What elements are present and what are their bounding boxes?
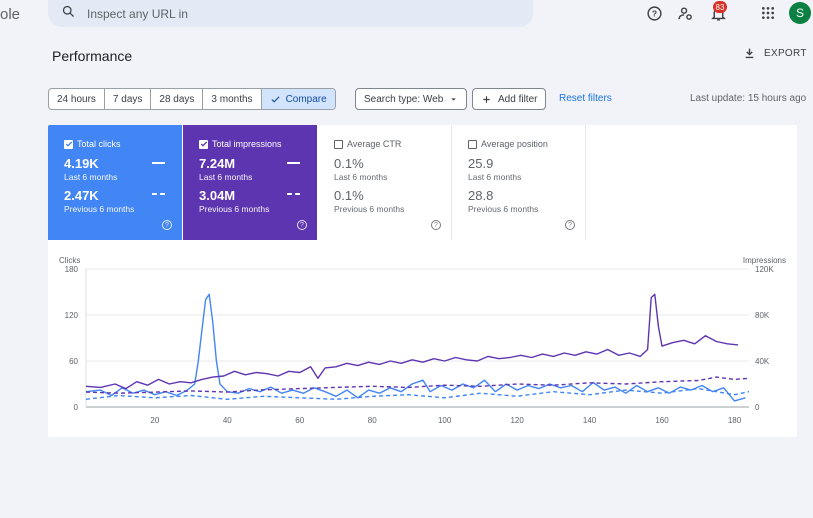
range-24-hours[interactable]: 24 hours: [49, 89, 105, 109]
metric-total-impressions[interactable]: Total impressions 7.24M Last 6 months 3.…: [183, 125, 317, 240]
range-compare[interactable]: Compare: [261, 89, 335, 109]
metric-previous-value: 0.1%: [334, 188, 364, 203]
y-right-tick-label: 120K: [755, 265, 774, 274]
add-filter-button[interactable]: Add filter: [472, 88, 547, 110]
metric-current-value: 0.1%: [334, 156, 364, 171]
export-label: EXPORT: [764, 48, 807, 59]
metric-current-period: Last 6 months: [468, 172, 522, 182]
metric-current-period: Last 6 months: [334, 172, 388, 182]
y-right-tick-label: 80K: [755, 311, 770, 320]
metric-label: Total impressions: [212, 139, 282, 149]
metric-current-value: 4.19K: [64, 156, 99, 171]
apps-grid-icon[interactable]: [759, 4, 777, 22]
x-tick-label: 140: [583, 416, 597, 425]
metric-previous-value: 2.47K: [64, 188, 99, 203]
search-type-label: Search type: Web: [364, 93, 444, 105]
export-button[interactable]: EXPORT: [743, 47, 807, 60]
y-left-axis-title: Clicks: [59, 256, 80, 265]
checkbox-unchecked-icon[interactable]: [468, 139, 477, 149]
metric-label: Average CTR: [347, 139, 402, 149]
metric-average-ctr[interactable]: Average CTR 0.1% Last 6 months 0.1% Prev…: [318, 125, 452, 240]
dashed-line-legend-icon: [152, 193, 165, 195]
help-icon[interactable]: ?: [162, 220, 172, 230]
solid-line-legend-icon: [152, 162, 165, 164]
x-tick-label: 100: [438, 416, 452, 425]
x-tick-label: 60: [295, 416, 304, 425]
reset-filters-link[interactable]: Reset filters: [559, 93, 612, 104]
y-left-tick-label: 0: [74, 403, 79, 412]
check-icon: [270, 95, 280, 103]
range-compare-label: Compare: [285, 93, 327, 105]
add-filter-label: Add filter: [498, 93, 538, 105]
help-icon[interactable]: ?: [431, 220, 441, 230]
help-icon[interactable]: ?: [297, 220, 307, 230]
product-logo-fragment: ole: [0, 6, 21, 23]
metric-current-period: Last 6 months: [64, 172, 118, 182]
metric-previous-period: Previous 6 months: [334, 204, 405, 214]
x-tick-label: 160: [655, 416, 669, 425]
metric-previous-value: 3.04M: [199, 188, 236, 203]
y-left-tick-label: 60: [69, 357, 78, 366]
account-settings-icon[interactable]: [676, 4, 694, 22]
metric-average-position[interactable]: Average position 25.9 Last 6 months 28.8…: [452, 125, 586, 240]
performance-card: Total clicks 4.19K Last 6 months 2.47K P…: [48, 125, 797, 437]
metric-current-period: Last 6 months: [199, 172, 253, 182]
avatar[interactable]: S: [789, 2, 811, 24]
metric-previous-value: 28.8: [468, 188, 494, 203]
y-left-tick-label: 180: [65, 265, 79, 274]
y-left-tick-label: 120: [65, 311, 79, 320]
range-3-months[interactable]: 3 months: [203, 89, 262, 109]
series-line-clicks-solid: [85, 293, 746, 402]
series-line-clicks-dashed: [85, 387, 750, 400]
metric-previous-period: Previous 6 months: [64, 204, 135, 214]
help-icon[interactable]: ?: [565, 220, 575, 230]
url-inspection-search[interactable]: Inspect any URL in: [48, 0, 533, 27]
range-28-days[interactable]: 28 days: [151, 89, 204, 109]
date-range-selector: 24 hours 7 days 28 days 3 months Compare: [48, 88, 336, 110]
notification-count-badge: 83: [713, 1, 727, 13]
search-placeholder: Inspect any URL in: [87, 6, 188, 21]
search-icon: [61, 4, 76, 24]
metric-label: Total clicks: [77, 139, 121, 149]
x-tick-label: 80: [368, 416, 377, 425]
download-icon: [745, 48, 754, 59]
search-type-dropdown[interactable]: Search type: Web: [355, 88, 468, 110]
x-tick-label: 20: [150, 416, 159, 425]
metric-label: Average position: [481, 139, 548, 149]
solid-line-legend-icon: [287, 162, 300, 164]
page-title: Performance: [52, 48, 133, 64]
metric-current-value: 7.24M: [199, 156, 236, 171]
x-tick-label: 120: [510, 416, 524, 425]
y-right-tick-label: 40K: [755, 357, 770, 366]
series-line-impressions-dashed: [85, 376, 750, 394]
checkbox-checked-icon[interactable]: [199, 139, 208, 149]
plus-icon: [483, 95, 490, 103]
metric-previous-period: Previous 6 months: [468, 204, 539, 214]
y-right-axis-title: Impressions: [743, 256, 786, 265]
y-right-tick-label: 0: [755, 403, 760, 412]
checkbox-checked-icon[interactable]: [64, 139, 73, 149]
range-7-days[interactable]: 7 days: [105, 89, 152, 109]
checkbox-unchecked-icon[interactable]: [334, 139, 343, 149]
help-icon[interactable]: ?: [645, 4, 663, 22]
performance-chart[interactable]: 0 60 120 180 0 40K 80K 120K 20 40 60 80 100 120 140 160…: [48, 253, 797, 437]
metric-total-clicks[interactable]: Total clicks 4.19K Last 6 months 2.47K P…: [48, 125, 182, 240]
metric-previous-period: Previous 6 months: [199, 204, 270, 214]
x-tick-label: 180: [728, 416, 742, 425]
last-update-text: Last update: 15 hours ago: [690, 93, 807, 104]
svg-text:?: ?: [651, 8, 656, 18]
dashed-line-legend-icon: [287, 193, 300, 195]
metric-current-value: 25.9: [468, 156, 494, 171]
x-tick-label: 40: [223, 416, 232, 425]
chevron-down-icon: [451, 97, 457, 101]
series-line-impressions-solid: [85, 293, 739, 390]
